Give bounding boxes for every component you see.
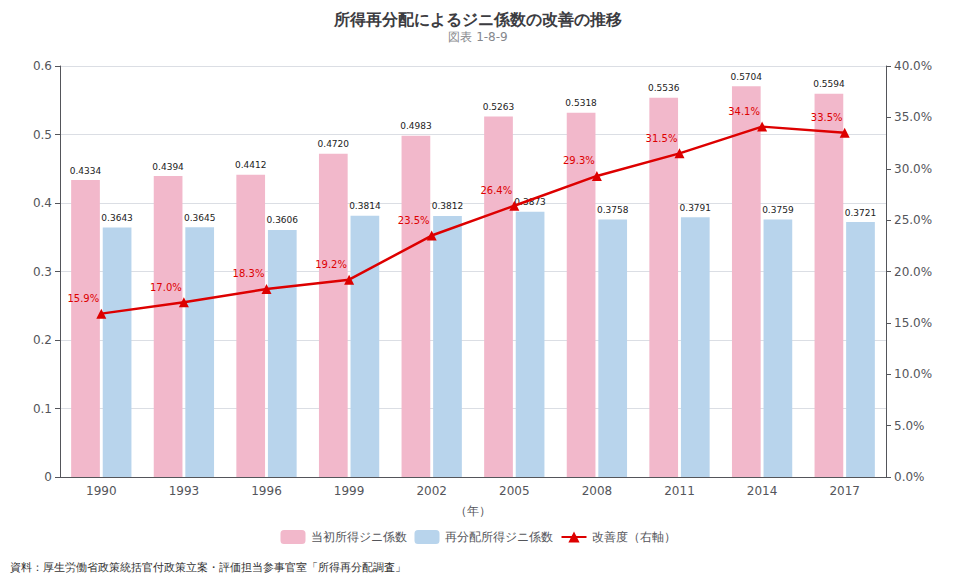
svg-text:0.5536: 0.5536 <box>648 83 680 93</box>
svg-text:0.1: 0.1 <box>33 402 52 416</box>
svg-text:0.3: 0.3 <box>33 265 52 279</box>
svg-text:改善度（右軸）: 改善度（右軸） <box>592 530 676 544</box>
svg-text:29.3%: 29.3% <box>563 155 595 166</box>
svg-text:17.0%: 17.0% <box>150 282 182 293</box>
svg-text:0.3758: 0.3758 <box>597 205 629 215</box>
svg-text:2002: 2002 <box>416 484 447 498</box>
svg-text:1993: 1993 <box>169 484 200 498</box>
svg-text:0.4983: 0.4983 <box>400 121 432 131</box>
svg-text:当初所得ジニ係数: 当初所得ジニ係数 <box>311 530 407 544</box>
svg-text:30.0%: 30.0% <box>894 162 932 176</box>
svg-text:0.3645: 0.3645 <box>184 213 216 223</box>
svg-text:0.4394: 0.4394 <box>152 162 184 172</box>
svg-text:資料：厚生労働省政策統括官付政策立案・評価担当参事官室「所得: 資料：厚生労働省政策統括官付政策立案・評価担当参事官室「所得再分配調査」 <box>10 561 406 574</box>
svg-text:0.6: 0.6 <box>33 59 52 73</box>
svg-text:19.2%: 19.2% <box>315 259 347 270</box>
svg-text:0.5594: 0.5594 <box>813 79 845 89</box>
svg-text:再分配所得ジニ係数: 再分配所得ジニ係数 <box>445 530 553 544</box>
svg-text:0.3759: 0.3759 <box>762 205 794 215</box>
svg-text:18.3%: 18.3% <box>233 268 265 279</box>
svg-text:35.0%: 35.0% <box>894 110 932 124</box>
svg-text:0.5: 0.5 <box>33 128 52 142</box>
svg-text:図表 1-8-9: 図表 1-8-9 <box>448 30 507 44</box>
svg-text:20.0%: 20.0% <box>894 265 932 279</box>
svg-text:0.5704: 0.5704 <box>731 72 763 82</box>
svg-text:2017: 2017 <box>829 484 860 498</box>
svg-text:0.4412: 0.4412 <box>235 160 267 170</box>
svg-text:1996: 1996 <box>251 484 282 498</box>
svg-text:0.3643: 0.3643 <box>101 213 133 223</box>
svg-text:2014: 2014 <box>747 484 778 498</box>
svg-text:0.3873: 0.3873 <box>514 197 546 207</box>
svg-text:1990: 1990 <box>86 484 117 498</box>
svg-text:2011: 2011 <box>664 484 695 498</box>
svg-text:23.5%: 23.5% <box>398 215 430 226</box>
svg-text:5.0%: 5.0% <box>894 419 925 433</box>
svg-text:0.4: 0.4 <box>33 196 52 210</box>
svg-text:0.2: 0.2 <box>33 333 52 347</box>
svg-text:0.3791: 0.3791 <box>680 203 712 213</box>
svg-text:31.5%: 31.5% <box>646 133 678 144</box>
svg-text:2005: 2005 <box>499 484 530 498</box>
svg-text:25.0%: 25.0% <box>894 213 932 227</box>
svg-text:0: 0 <box>44 470 52 484</box>
svg-text:2008: 2008 <box>582 484 613 498</box>
svg-text:0.4334: 0.4334 <box>70 166 102 176</box>
svg-text:0.4720: 0.4720 <box>318 139 350 149</box>
svg-text:15.0%: 15.0% <box>894 316 932 330</box>
svg-text:0.0%: 0.0% <box>894 470 925 484</box>
svg-text:33.5%: 33.5% <box>811 112 843 123</box>
svg-text:0.3721: 0.3721 <box>845 208 877 218</box>
svg-text:0.5318: 0.5318 <box>565 98 597 108</box>
svg-text:40.0%: 40.0% <box>894 59 932 73</box>
svg-text:10.0%: 10.0% <box>894 367 932 381</box>
svg-text:26.4%: 26.4% <box>480 185 512 196</box>
svg-text:0.3814: 0.3814 <box>349 201 381 211</box>
svg-text:1999: 1999 <box>334 484 365 498</box>
svg-text:0.5263: 0.5263 <box>483 102 515 112</box>
svg-text:15.9%: 15.9% <box>67 293 99 304</box>
svg-text:34.1%: 34.1% <box>728 106 760 117</box>
svg-text:0.3606: 0.3606 <box>267 215 299 225</box>
svg-text:0.3812: 0.3812 <box>432 201 464 211</box>
svg-text:（年）: （年） <box>455 504 491 518</box>
svg-text:所得再分配によるジニ係数の改善の推移: 所得再分配によるジニ係数の改善の推移 <box>333 10 622 29</box>
